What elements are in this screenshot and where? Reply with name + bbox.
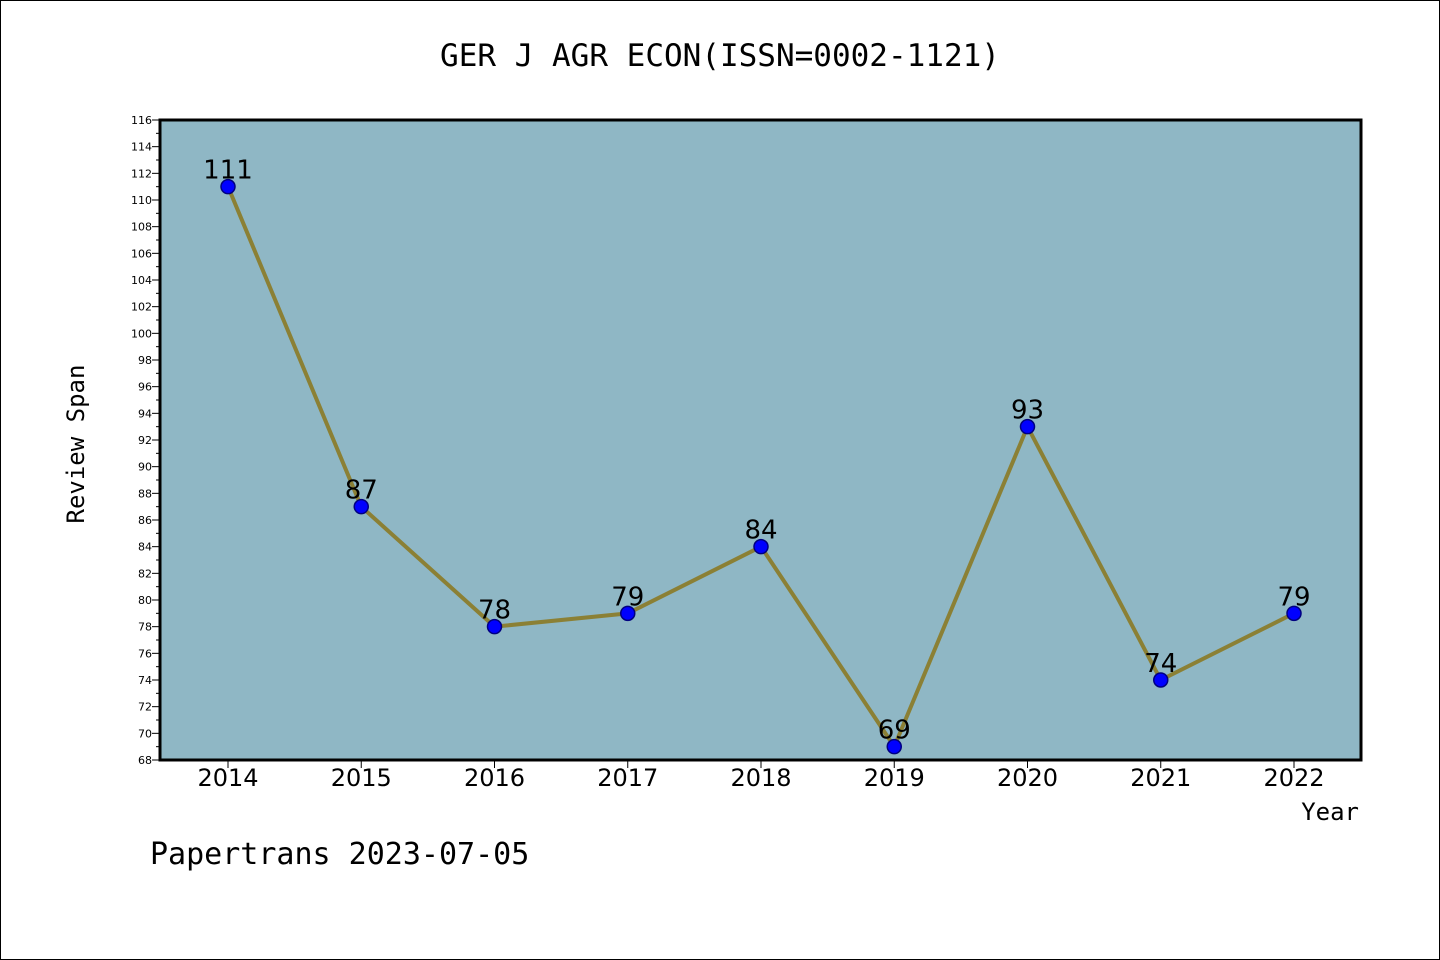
data-point	[1019, 418, 1036, 435]
footer-text: Papertrans 2023-07-05	[150, 837, 529, 872]
plot-border	[158, 118, 1363, 762]
y-tick-label: 110	[131, 194, 152, 207]
x-tick-label: 2019	[864, 764, 925, 792]
data-label: 93	[1011, 396, 1044, 426]
x-tick-label: 2017	[597, 764, 658, 792]
x-tick-label: 2020	[997, 764, 1058, 792]
x-tick-label: 2021	[1130, 764, 1191, 792]
y-tick-label: 78	[138, 621, 152, 634]
y-tick-label: 116	[131, 114, 152, 127]
x-axis-label: Year	[1301, 798, 1359, 826]
data-label: 111	[203, 156, 253, 186]
y-tick-label: 96	[138, 381, 152, 394]
y-tick-label: 80	[138, 594, 152, 607]
data-point	[620, 605, 636, 622]
x-tick-label: 2018	[730, 764, 791, 792]
data-point	[1153, 672, 1169, 688]
y-tick-label: 102	[131, 301, 152, 314]
data-label: 79	[611, 582, 644, 612]
data-label: 69	[878, 716, 911, 746]
data-point	[753, 538, 769, 555]
y-tick-label: 104	[131, 274, 152, 287]
y-tick-label: 76	[138, 647, 152, 660]
y-tick-label: 72	[138, 701, 152, 714]
y-tick-label: 106	[131, 247, 152, 260]
y-tick-label: 108	[131, 221, 152, 234]
data-label: 74	[1144, 649, 1177, 679]
data-point	[1286, 605, 1302, 622]
data-point	[886, 738, 902, 755]
y-tick-label: 112	[131, 167, 152, 180]
y-tick-label: 74	[138, 674, 152, 687]
data-label: 84	[744, 516, 777, 546]
y-axis-label: Review Span	[62, 365, 90, 524]
y-tick-label: 90	[138, 461, 152, 474]
y-tick-label: 70	[138, 727, 152, 740]
x-tick-label: 2022	[1263, 764, 1324, 792]
y-tick-label: 84	[138, 541, 152, 554]
data-point	[486, 618, 503, 635]
y-tick-label: 82	[138, 567, 152, 580]
y-tick-label: 92	[138, 434, 152, 447]
y-tick-label: 68	[138, 754, 152, 767]
y-tick-label: 100	[131, 327, 152, 340]
x-tick-label: 2014	[197, 764, 258, 792]
y-tick-label: 98	[138, 354, 152, 367]
x-tick-label: 2016	[464, 764, 525, 792]
plot-area	[160, 120, 1361, 760]
y-axis-ticks: 68 70 72 74 76 78 80 82 84 86 88 90 92 94 96 98 100 102 10…	[131, 114, 160, 767]
data-label: 78	[478, 596, 511, 626]
y-tick-label: 86	[138, 514, 152, 527]
y-tick-label: 114	[131, 141, 152, 154]
y-tick-label: 94	[138, 407, 152, 420]
x-tick-label: 2015	[331, 764, 392, 792]
chart-title: GER J AGR ECON(ISSN=0002-1121)	[440, 38, 1000, 74]
data-point	[220, 178, 236, 195]
data-label: 87	[345, 476, 378, 506]
data-point	[353, 498, 369, 515]
y-tick-label: 88	[138, 487, 152, 500]
series-markers	[220, 178, 1302, 755]
data-labels: 111 87 78 79 84 69 93 74 79	[203, 156, 1310, 746]
data-label: 79	[1277, 582, 1310, 612]
x-axis-ticks: 2014 2015 2016 2017 2018 2019 2020 2021 2022	[197, 760, 1325, 792]
